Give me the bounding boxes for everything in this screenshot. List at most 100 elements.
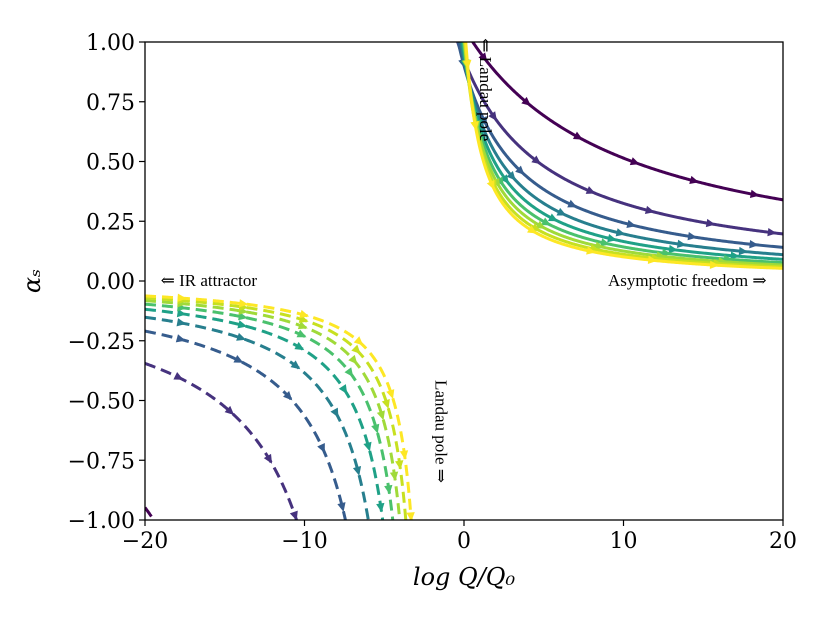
series-line-positive xyxy=(460,42,783,261)
flow-arrow xyxy=(294,341,305,351)
flow-arrow xyxy=(626,219,637,228)
flow-arrow xyxy=(463,59,472,70)
flow-arrow xyxy=(521,96,531,106)
flow-arrow xyxy=(749,189,760,198)
flow-arrow xyxy=(381,399,390,409)
flow-arrow xyxy=(600,238,611,247)
x-tick-label: 20 xyxy=(769,529,797,554)
flow-arrow xyxy=(236,332,247,341)
y-tick-label: −0.25 xyxy=(68,330,135,355)
series-line-negative xyxy=(145,296,408,520)
series-b=0.90 xyxy=(145,42,783,520)
flow-arrow xyxy=(237,320,248,329)
flow-arrow xyxy=(386,389,395,399)
y-tick-label: 0.50 xyxy=(86,151,135,176)
y-tick-label: 0.00 xyxy=(86,270,135,295)
series-line-negative xyxy=(145,362,299,520)
flow-arrow xyxy=(470,121,479,131)
flow-arrow xyxy=(406,512,415,520)
annotation-ir-attractor: ⇐ IR attractor xyxy=(161,271,258,290)
flow-arrow xyxy=(541,217,552,226)
series-line-negative xyxy=(145,302,395,520)
flow-arrow xyxy=(687,231,698,241)
flow-arrow xyxy=(556,207,567,216)
ticks-group: −20 −10 0 10 20 1.00 0.75 0.50 0.25 0.00 −0.25 −0.5… xyxy=(68,31,797,554)
series-line-positive xyxy=(456,42,783,236)
flow-arrow xyxy=(478,52,488,63)
flow-arrow xyxy=(353,336,364,346)
flow-arrow xyxy=(299,309,310,318)
flow-arrow xyxy=(676,239,687,249)
annotation-landau-bottom: Landau pole ⇒ xyxy=(431,380,450,483)
flow-arrow xyxy=(177,293,187,303)
series-line-negative xyxy=(145,299,402,520)
flow-arrow xyxy=(376,410,385,421)
flow-arrow xyxy=(395,460,404,470)
flow-arrow xyxy=(317,442,325,453)
flow-arrow xyxy=(486,179,495,190)
flow-arrow xyxy=(337,502,346,512)
flow-arrow xyxy=(668,244,679,254)
flow-arrow xyxy=(689,175,700,184)
flow-arrow xyxy=(647,255,658,265)
flow-arrow xyxy=(344,367,354,377)
annotations-group: ⇐ Landau pole Landau pole ⇒ ⇐ IR attractor… xyxy=(161,38,767,483)
flow-arrow xyxy=(173,372,184,380)
flow-arrow xyxy=(629,157,640,166)
series-line-negative xyxy=(145,294,413,520)
y-tick-label: 0.25 xyxy=(86,210,135,235)
flow-arrow xyxy=(376,502,385,513)
flow-arrow xyxy=(176,308,187,318)
flow-arrow xyxy=(594,241,605,250)
flow-arrow xyxy=(615,228,626,237)
series-line-negative xyxy=(145,329,347,520)
flow-arrow xyxy=(389,471,399,482)
series-b=0.10 xyxy=(145,42,783,520)
flow-arrow xyxy=(607,234,617,243)
series-b=0.20 xyxy=(145,42,783,520)
flow-arrow xyxy=(709,260,720,270)
flow-arrow xyxy=(175,334,186,343)
flow-arrow xyxy=(527,225,537,234)
flow-arrow xyxy=(263,453,273,464)
flow-arrow xyxy=(352,466,362,476)
flow-arrow xyxy=(506,171,516,181)
flow-arrow xyxy=(233,355,244,363)
flow-arrow xyxy=(330,407,339,418)
flow-arrow xyxy=(730,251,740,260)
flow-arrow xyxy=(338,384,348,395)
flow-arrow xyxy=(488,111,497,122)
y-tick-label: −1.00 xyxy=(68,509,135,534)
flow-arrow xyxy=(738,246,749,256)
flow-arrow xyxy=(399,450,409,460)
flow-arrow xyxy=(283,390,293,401)
flow-arrow xyxy=(567,199,578,208)
x-tick-label: −20 xyxy=(122,529,168,554)
y-tick-label: −0.75 xyxy=(68,449,135,474)
flow-arrow xyxy=(224,405,235,416)
x-tick-label: −10 xyxy=(281,529,327,554)
flow-arrow xyxy=(289,510,298,520)
y-axis-label: αₛ xyxy=(18,269,46,293)
series-line-negative xyxy=(145,307,385,520)
flow-arrow xyxy=(290,360,301,370)
series-line-negative xyxy=(145,506,156,520)
series-line-positive xyxy=(464,42,783,270)
flow-arrow xyxy=(371,423,380,434)
flow-arrow xyxy=(176,318,187,327)
flow-arrow xyxy=(767,227,777,237)
curves-group xyxy=(145,42,783,520)
flow-arrow xyxy=(586,246,596,255)
flow-arrow xyxy=(661,248,672,257)
y-tick-label: 1.00 xyxy=(86,31,135,56)
series-line-positive xyxy=(462,42,783,267)
flow-arrow xyxy=(548,213,558,222)
x-tick-label: 10 xyxy=(610,529,638,554)
flow-arrow xyxy=(585,186,596,194)
flow-arrow xyxy=(384,484,393,495)
flow-arrow xyxy=(363,441,372,452)
flow-arrow xyxy=(515,165,525,175)
series-line-positive xyxy=(463,42,783,269)
series-line-negative xyxy=(145,315,370,520)
